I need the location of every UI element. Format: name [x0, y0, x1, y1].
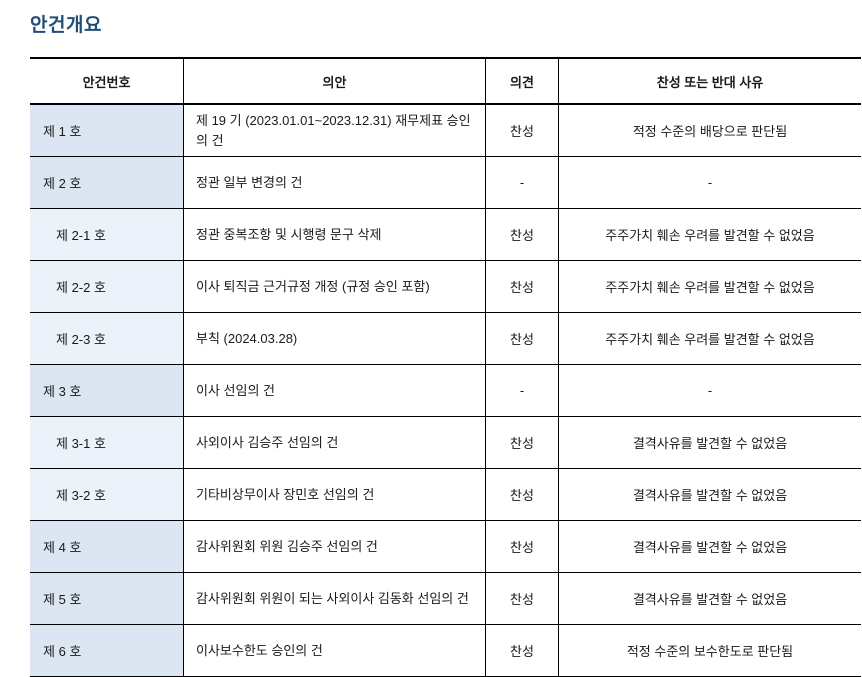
- agenda-no-cell: 제 2-1 호: [30, 208, 184, 261]
- column-header-agenda-no: 안건번호: [30, 58, 184, 104]
- opinion-cell: 찬성: [485, 104, 559, 157]
- table-row: 제 5 호 감사위원회 위원이 되는 사외이사 김동화 선임의 건 찬성 결격사…: [30, 572, 861, 625]
- agenda-no-cell: 제 2-3 호: [30, 312, 184, 365]
- table-row: 제 2-3 호 부칙 (2024.03.28) 찬성 주주가치 훼손 우려를 발…: [30, 312, 861, 365]
- agenda-no-cell: 제 2-2 호: [30, 260, 184, 313]
- agenda-table-header: 안건번호 의안 의견 찬성 또는 반대 사유: [30, 58, 861, 104]
- bill-cell: 이사 퇴직금 근거규정 개정 (규정 승인 포함): [183, 260, 486, 313]
- agenda-no-cell: 제 3 호: [30, 364, 184, 417]
- table-row: 제 6 호 이사보수한도 승인의 건 찬성 적정 수준의 보수한도로 판단됨: [30, 624, 861, 677]
- opinion-cell: 찬성: [485, 208, 559, 261]
- agenda-no-cell: 제 3-2 호: [30, 468, 184, 521]
- bill-cell: 제 19 기 (2023.01.01~2023.12.31) 재무제표 승인의 …: [183, 104, 486, 157]
- table-row: 제 3 호 이사 선임의 건 - -: [30, 364, 861, 417]
- table-row: 제 3-2 호 기타비상무이사 장민호 선임의 건 찬성 결격사유를 발견할 수…: [30, 468, 861, 521]
- column-header-reason: 찬성 또는 반대 사유: [558, 58, 861, 104]
- agenda-no-cell: 제 3-1 호: [30, 416, 184, 469]
- reason-cell: -: [558, 156, 861, 209]
- opinion-cell: 찬성: [485, 416, 559, 469]
- bill-cell: 정관 중복조항 및 시행령 문구 삭제: [183, 208, 486, 261]
- header-row: 안건번호 의안 의견 찬성 또는 반대 사유: [30, 58, 861, 104]
- bill-cell: 감사위원회 위원 김승주 선임의 건: [183, 520, 486, 573]
- agenda-no-cell: 제 2 호: [30, 156, 184, 209]
- agenda-no-cell: 제 1 호: [30, 104, 184, 157]
- table-row: 제 2-1 호 정관 중복조항 및 시행령 문구 삭제 찬성 주주가치 훼손 우…: [30, 208, 861, 261]
- table-row: 제 3-1 호 사외이사 김승주 선임의 건 찬성 결격사유를 발견할 수 없었…: [30, 416, 861, 469]
- agenda-no-cell: 제 6 호: [30, 624, 184, 677]
- reason-cell: 결격사유를 발견할 수 없었음: [558, 572, 861, 625]
- bill-cell: 사외이사 김승주 선임의 건: [183, 416, 486, 469]
- opinion-cell: 찬성: [485, 520, 559, 573]
- reason-cell: 주주가치 훼손 우려를 발견할 수 없었음: [558, 312, 861, 365]
- reason-cell: 적정 수준의 보수한도로 판단됨: [558, 624, 861, 677]
- opinion-cell: 찬성: [485, 572, 559, 625]
- table-row: 제 2-2 호 이사 퇴직금 근거규정 개정 (규정 승인 포함) 찬성 주주가…: [30, 260, 861, 313]
- table-row: 제 4 호 감사위원회 위원 김승주 선임의 건 찬성 결격사유를 발견할 수 …: [30, 520, 861, 573]
- reason-cell: 주주가치 훼손 우려를 발견할 수 없었음: [558, 208, 861, 261]
- bill-cell: 부칙 (2024.03.28): [183, 312, 486, 365]
- reason-cell: 결격사유를 발견할 수 없었음: [558, 468, 861, 521]
- table-row: 제 2 호 정관 일부 변경의 건 - -: [30, 156, 861, 209]
- opinion-cell: 찬성: [485, 260, 559, 313]
- column-header-bill: 의안: [183, 58, 486, 104]
- opinion-cell: 찬성: [485, 468, 559, 521]
- reason-cell: 주주가치 훼손 우려를 발견할 수 없었음: [558, 260, 861, 313]
- bill-cell: 감사위원회 위원이 되는 사외이사 김동화 선임의 건: [183, 572, 486, 625]
- bill-cell: 이사보수한도 승인의 건: [183, 624, 486, 677]
- reason-cell: 결격사유를 발견할 수 없었음: [558, 520, 861, 573]
- bill-cell: 기타비상무이사 장민호 선임의 건: [183, 468, 486, 521]
- agenda-table: 안건번호 의안 의견 찬성 또는 반대 사유 제 1 호 제 19 기 (202…: [30, 57, 861, 677]
- opinion-cell: 찬성: [485, 312, 559, 365]
- reason-cell: 결격사유를 발견할 수 없었음: [558, 416, 861, 469]
- opinion-cell: -: [485, 156, 559, 209]
- agenda-no-cell: 제 4 호: [30, 520, 184, 573]
- reason-cell: 적정 수준의 배당으로 판단됨: [558, 104, 861, 157]
- agenda-table-body: 제 1 호 제 19 기 (2023.01.01~2023.12.31) 재무제…: [30, 104, 861, 677]
- opinion-cell: 찬성: [485, 624, 559, 677]
- table-row: 제 1 호 제 19 기 (2023.01.01~2023.12.31) 재무제…: [30, 104, 861, 157]
- column-header-opinion: 의견: [485, 58, 559, 104]
- bill-cell: 정관 일부 변경의 건: [183, 156, 486, 209]
- page: 안건개요 안건번호 의안 의견 찬성 또는 반대 사유 제 1 호 제 19 기…: [0, 10, 862, 677]
- reason-cell: -: [558, 364, 861, 417]
- opinion-cell: -: [485, 364, 559, 417]
- bill-cell: 이사 선임의 건: [183, 364, 486, 417]
- agenda-no-cell: 제 5 호: [30, 572, 184, 625]
- page-title: 안건개요: [30, 15, 102, 36]
